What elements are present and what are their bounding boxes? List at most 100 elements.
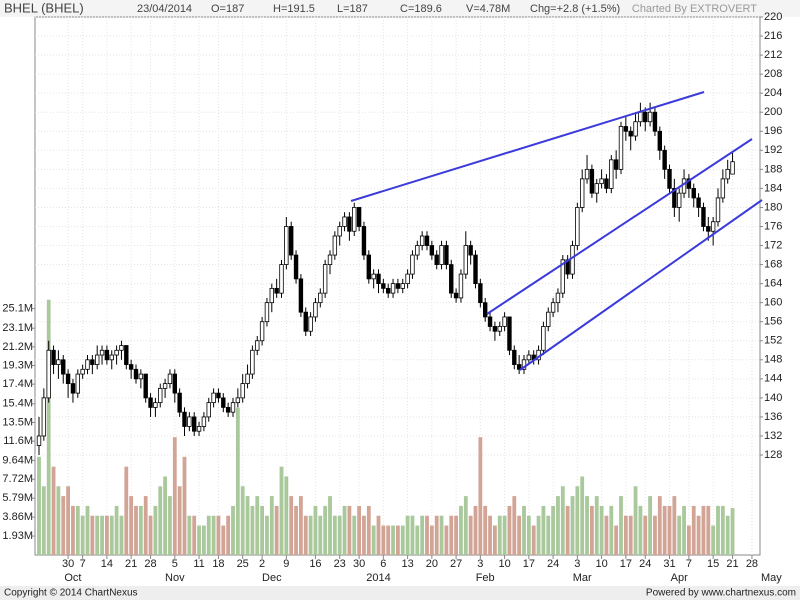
y2-tick-label: 25.1M [2, 302, 33, 314]
candle-body [415, 245, 420, 256]
volume-bar [701, 505, 706, 555]
y2-tick-label: 13.5M [2, 416, 33, 428]
y2-tick-label: 1.93M [2, 530, 33, 542]
candle-body [206, 402, 211, 418]
volume-bar [623, 515, 628, 555]
volume-bar [323, 505, 328, 555]
y-tick-label: 176 [764, 220, 782, 232]
volume-bar [706, 505, 711, 555]
y2-tick-label: 15.4M [2, 398, 33, 410]
volume-bar [138, 505, 143, 555]
volume-bar [633, 486, 638, 555]
volume-bar [308, 515, 313, 555]
candle-body [696, 197, 701, 208]
candle-body [191, 416, 197, 432]
candle-body [313, 302, 318, 318]
trend-line [486, 138, 753, 315]
x-tick-label: 6 [380, 558, 386, 570]
candle-body [385, 287, 391, 294]
volume-bar [61, 496, 66, 555]
volume-bar [429, 525, 434, 555]
month-label: Oct [64, 572, 81, 584]
close: C=189.6 [400, 3, 442, 15]
y2-tick-label: 3.86M [2, 511, 33, 523]
candle-body [65, 373, 71, 385]
candle-body [691, 187, 696, 199]
x-tick-label: 3 [574, 558, 580, 570]
volume-bar [463, 496, 468, 555]
volume-bar [536, 515, 541, 555]
volume-bar [75, 505, 80, 555]
volume-bar [109, 515, 114, 555]
candle-body [46, 349, 51, 399]
volume-bar [129, 496, 134, 555]
y-tick-label: 164 [764, 278, 782, 290]
symbol: BHEL (BHEL) [4, 0, 84, 15]
volume-bar [483, 505, 488, 555]
candle-body [216, 392, 221, 399]
candle-body [308, 316, 313, 332]
candle-body [652, 111, 658, 132]
y-tick-label: 128 [764, 449, 782, 461]
volume-bar [638, 505, 643, 555]
candle-body [473, 254, 478, 285]
volume-bar [677, 515, 682, 555]
volume-bar [410, 515, 415, 555]
x-tick-label: 14 [101, 558, 113, 570]
x-tick-label: 3 [477, 558, 483, 570]
volume-bar [391, 525, 395, 555]
candle-body [80, 368, 85, 375]
candle-body [381, 283, 386, 289]
volume-bar [168, 496, 172, 555]
volume-bar [585, 496, 589, 555]
candle-body [225, 407, 231, 413]
volume-bar [400, 525, 405, 555]
candle-body [730, 161, 735, 175]
x-tick-label: 10 [595, 558, 607, 570]
volume-bar [148, 515, 153, 555]
volume-bar [80, 515, 85, 555]
month-label: 2014 [366, 572, 390, 584]
candle-body [124, 345, 129, 365]
volume-bar [628, 515, 633, 555]
candle-body [546, 311, 551, 327]
volume-bar [454, 515, 458, 555]
y-tick-label: 168 [764, 258, 782, 270]
candle-body [51, 349, 56, 365]
volume-bar [163, 476, 167, 555]
volume-bar [405, 515, 410, 555]
volume-bar [85, 505, 90, 555]
candle-body [133, 368, 139, 380]
candle-body [594, 183, 599, 194]
volume-bar [594, 496, 599, 555]
candle-body [419, 235, 425, 246]
y2-tick-label: 5.79M [2, 492, 33, 504]
candle-body [90, 359, 95, 365]
y2-tick-label: 7.72M [2, 473, 33, 485]
candle-body [478, 283, 483, 304]
volume-bar [711, 525, 716, 555]
volume-bar [526, 515, 531, 555]
volume-bar [255, 496, 260, 555]
date: 23/04/2014 [137, 3, 192, 15]
x-tick-label: 7 [686, 558, 692, 570]
x-tick-label: 5 [172, 558, 178, 570]
volume-bar [124, 466, 129, 555]
candle-body [618, 126, 624, 170]
candle-body [647, 111, 653, 123]
x-tick-label: 27 [450, 558, 462, 570]
candle-body [725, 168, 730, 180]
candle-body [356, 207, 362, 227]
x-tick-label: 17 [620, 558, 632, 570]
volume-bar [488, 515, 492, 555]
candle-body [468, 245, 473, 256]
candle-body [512, 349, 517, 365]
volume-bar [56, 486, 61, 555]
candle-body [293, 254, 299, 280]
y-tick-label: 132 [764, 430, 782, 442]
volume-bar [556, 496, 560, 555]
candle-body [628, 130, 633, 137]
candle-body [390, 283, 396, 294]
